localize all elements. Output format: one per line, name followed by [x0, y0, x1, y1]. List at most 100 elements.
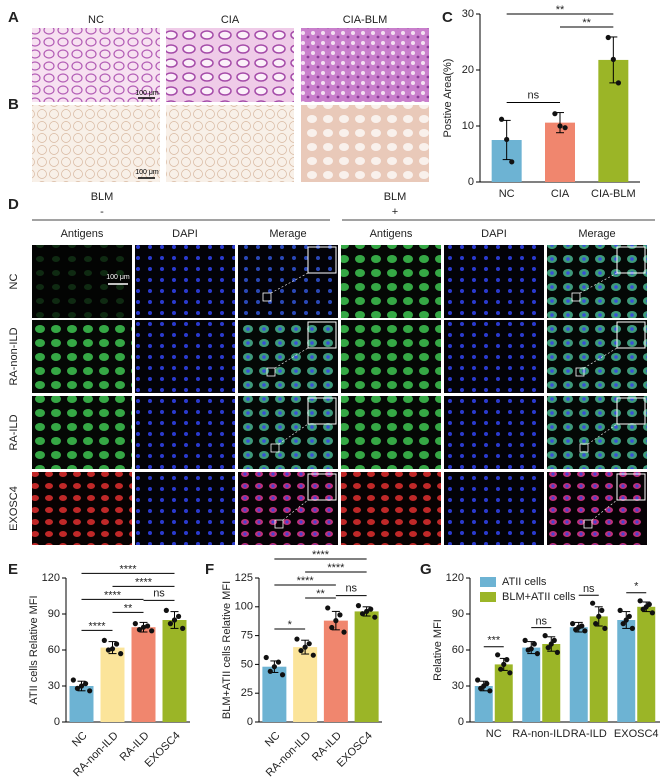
- data-point: [310, 652, 316, 658]
- y-tick-label: 25: [241, 687, 253, 699]
- data-point: [74, 685, 81, 692]
- significance-label: ns: [528, 89, 540, 101]
- data-point: [359, 611, 366, 617]
- data-point: [140, 624, 147, 630]
- data-point: [531, 641, 537, 647]
- fluorescence-image: [32, 320, 132, 393]
- y-axis-label: ATII cells Relative MFI: [28, 595, 40, 704]
- data-point: [557, 123, 563, 129]
- significance-label: ****: [297, 575, 315, 587]
- fluorescence-image: [32, 472, 132, 545]
- data-point: [562, 125, 568, 131]
- significance-label: ns: [535, 616, 547, 628]
- data-point: [144, 623, 151, 629]
- significance-label: ****: [119, 563, 137, 575]
- data-point: [525, 647, 531, 653]
- inset: [307, 397, 337, 425]
- panel-label: E: [8, 561, 18, 578]
- column-label: Merage: [578, 228, 615, 240]
- data-point: [573, 627, 579, 633]
- data-point: [623, 617, 629, 623]
- significance-label: ns: [583, 583, 595, 595]
- data-point: [522, 637, 528, 644]
- data-point: [149, 628, 155, 634]
- significance-label: ns: [345, 583, 357, 595]
- data-point: [637, 598, 643, 604]
- column-label: CIA: [221, 14, 240, 26]
- data-point: [554, 649, 560, 656]
- fluorescence-image: [341, 245, 441, 318]
- y-axis-label: Postive Area(%): [442, 59, 454, 138]
- y-tick-label: 50: [241, 658, 253, 670]
- inset-source: [583, 519, 593, 529]
- bar: [542, 644, 561, 722]
- ihc-image: [166, 105, 294, 182]
- data-point: [629, 625, 635, 632]
- bar: [589, 616, 608, 722]
- fluorescence-image: [135, 245, 235, 318]
- data-point: [263, 654, 269, 661]
- data-point: [267, 668, 273, 674]
- data-point: [70, 677, 76, 683]
- column-label: NC: [88, 14, 104, 26]
- data-point: [596, 613, 602, 620]
- bar: [474, 686, 493, 722]
- data-point: [163, 607, 169, 614]
- data-point: [582, 628, 588, 634]
- y-tick-label: 120: [42, 572, 60, 584]
- row-label: EXOSC4: [8, 486, 20, 531]
- fluorescence-image: [444, 472, 544, 545]
- inset-source: [274, 519, 284, 529]
- x-tick-label: NC: [263, 730, 283, 750]
- data-point: [509, 159, 515, 165]
- bar: [131, 627, 156, 722]
- y-tick-label: 125: [235, 572, 253, 584]
- data-point: [504, 136, 510, 143]
- data-point: [118, 651, 124, 657]
- panel-label: B: [8, 96, 19, 113]
- data-point: [615, 80, 622, 86]
- data-point: [626, 613, 632, 620]
- data-point: [475, 677, 481, 683]
- data-point: [478, 685, 484, 692]
- data-point: [306, 641, 312, 647]
- data-point: [545, 645, 551, 651]
- legend-label: ATII cells: [502, 576, 547, 588]
- significance-label: ****: [312, 549, 330, 561]
- bar: [323, 620, 348, 722]
- data-point: [171, 617, 178, 623]
- data-point: [167, 621, 174, 627]
- fluorescence-image: [32, 245, 132, 318]
- inset-link: [270, 272, 309, 294]
- fluorescence-image: [444, 396, 544, 469]
- inset-link: [274, 347, 309, 369]
- y-tick-label: 0: [247, 716, 253, 728]
- column-label: Antigens: [61, 228, 104, 240]
- data-point: [617, 607, 623, 614]
- fluorescence-image: [32, 396, 132, 469]
- data-point: [542, 633, 548, 639]
- y-tick-label: 0: [468, 176, 474, 188]
- fluorescence-image: [444, 320, 544, 393]
- inset-link: [591, 499, 618, 521]
- significance-label: ***: [487, 635, 501, 647]
- fluorescence-image: [135, 472, 235, 545]
- data-point: [590, 600, 596, 606]
- data-point: [82, 681, 89, 687]
- x-tick-label: NC: [70, 730, 90, 750]
- inset-source: [571, 292, 581, 302]
- y-tick-label: 20: [462, 64, 474, 76]
- significance-label: ****: [135, 576, 153, 588]
- data-point: [87, 688, 93, 694]
- row-label: RA-ILD: [8, 414, 20, 450]
- data-point: [302, 644, 308, 650]
- y-tick-label: 120: [446, 572, 464, 584]
- fluorescence-image: [444, 245, 544, 318]
- inset-source: [579, 443, 589, 453]
- inset-source: [262, 292, 272, 302]
- legend-swatch: [480, 592, 496, 602]
- data-point: [368, 606, 374, 612]
- panel-label: D: [8, 196, 19, 213]
- significance-label: *: [288, 619, 293, 631]
